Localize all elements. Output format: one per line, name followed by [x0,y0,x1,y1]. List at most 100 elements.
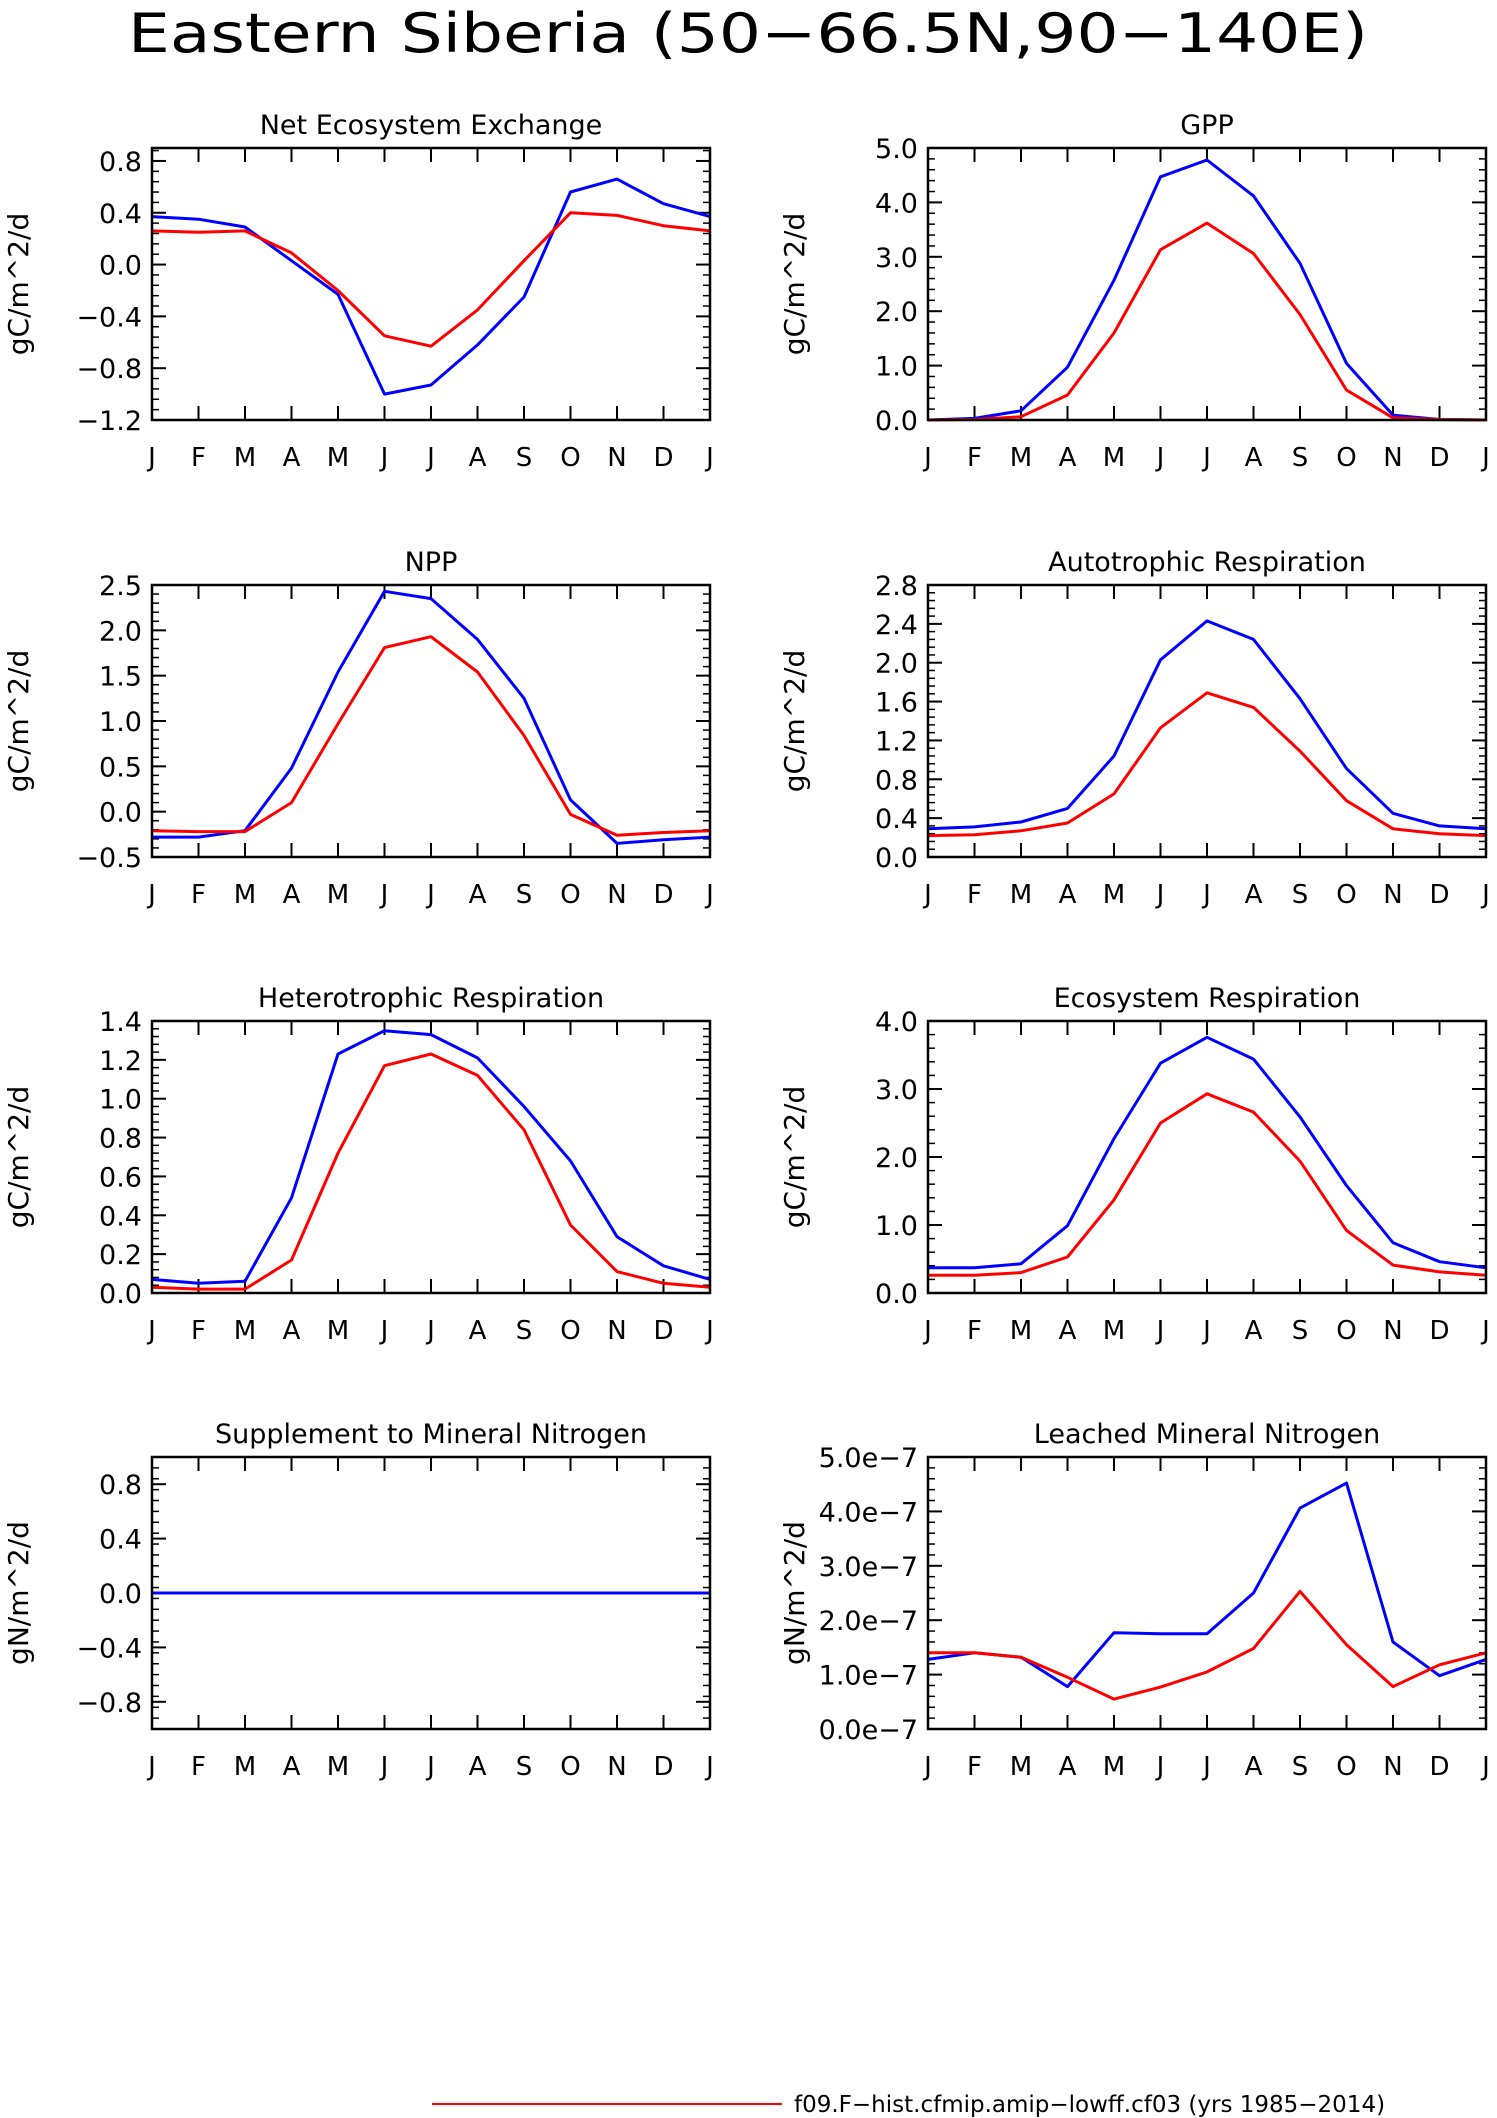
x-tick-label: S [516,1752,533,1782]
x-tick-label: D [1429,1752,1449,1782]
y-tick-label: 3.0 [875,243,918,274]
y-tick-label: 2.0 [99,616,142,647]
y-tick-label: 0.4 [99,199,142,230]
x-tick-label: S [1292,443,1309,473]
plot-frame [926,1019,1488,1295]
chart-title: Heterotrophic Respiration [258,983,604,1014]
plot-frame [926,583,1488,859]
series-line-blue [927,158,1487,422]
y-tick-label: 3.0 [875,1075,918,1106]
y-tick-label: 1.0 [875,352,918,383]
x-tick-label: M [327,443,349,473]
x-tick-label: N [1383,443,1402,473]
x-tick-label: D [653,880,673,910]
x-tick-label: J [1480,1316,1490,1346]
x-tick-label: J [379,1316,389,1346]
series-line-red [928,1589,1487,1701]
x-tick-label: A [469,1752,487,1782]
x-tick-label: J [146,443,156,473]
x-tick-label: J [922,443,932,473]
plot-frame [150,583,712,859]
y-tick-label: 1.2 [875,726,918,757]
y-axis-label: gC/m^2/d [778,213,811,356]
x-tick-label: D [1429,880,1449,910]
x-tick-label: O [1336,880,1356,910]
x-tick-label: M [327,1752,349,1782]
x-tick-label: A [283,443,301,473]
x-tick-label: A [469,1316,487,1346]
y-tick-label: 0.6 [99,1162,142,1193]
y-tick-label: 3.0e−7 [819,1552,918,1583]
x-tick-label: M [1103,880,1125,910]
series-line-red [151,635,711,837]
x-tick-label: F [191,1316,206,1346]
y-tick-label: 0.2 [99,1240,142,1271]
chart-panel-1: Net Ecosystem Exchange gC/m^2/d −1.2 −0.8 −0… [2,110,714,473]
y-tick-label: 0.8 [875,765,918,796]
y-tick-label: 0.4 [875,804,918,835]
x-tick-label: J [379,1752,389,1782]
x-tick-label: F [191,443,206,473]
x-tick-label: J [1201,1316,1211,1346]
x-tick-label: O [1336,1316,1356,1346]
x-tick-label: A [283,1752,301,1782]
x-tick-label: J [1480,443,1490,473]
x-tick-label: A [1245,1316,1263,1346]
x-tick-label: O [1336,443,1356,473]
x-tick-label: J [1155,443,1165,473]
y-tick-label: −0.8 [76,354,142,385]
x-tick-label: M [327,880,349,910]
x-tick-label: J [425,880,435,910]
x-tick-label: N [607,880,626,910]
y-tick-label: 2.0e−7 [819,1606,918,1637]
y-tick-label: 0.0 [99,798,142,829]
x-tick-label: M [234,1316,256,1346]
y-tick-label: 0.0 [99,1279,142,1310]
y-axis-label: gC/m^2/d [778,650,811,793]
y-tick-label: 4.0e−7 [819,1497,918,1528]
y-tick-label: 0.8 [99,1124,142,1155]
y-axis-label: gC/m^2/d [2,213,35,356]
y-tick-label: 0.8 [99,1470,142,1501]
plot-frame [150,1019,712,1295]
x-tick-label: F [967,443,982,473]
y-tick-label: −0.8 [76,1688,142,1719]
y-tick-label: 4.0 [875,1007,918,1038]
x-tick-label: F [191,1752,206,1782]
x-tick-label: A [1245,443,1263,473]
chart-title: Net Ecosystem Exchange [260,110,603,141]
x-tick-label: J [1155,880,1165,910]
x-tick-label: A [1059,443,1077,473]
y-tick-label: −1.2 [76,406,142,437]
x-tick-label: S [516,880,533,910]
x-tick-label: J [425,443,435,473]
x-tick-label: A [283,1316,301,1346]
y-axis-label: gC/m^2/d [2,1086,35,1229]
y-tick-label: 1.0 [99,707,142,738]
plot-frame [150,1455,712,1731]
y-tick-label: 1.0 [875,1211,918,1242]
y-tick-label: 1.6 [875,688,918,719]
y-tick-label: 2.0 [875,649,918,680]
x-tick-label: S [1292,880,1309,910]
chart-title: Autotrophic Respiration [1048,547,1366,578]
series-line-red [927,691,1487,838]
chart-panel-4: Autotrophic Respiration gC/m^2/d 0.0 0.4 0.8… [778,547,1490,910]
chart-title: Ecosystem Respiration [1054,983,1361,1014]
x-tick-label: M [1103,443,1125,473]
x-tick-label: A [1059,1316,1077,1346]
chart-title: Leached Mineral Nitrogen [1034,1419,1380,1450]
x-tick-label: F [967,880,982,910]
x-tick-label: D [653,1316,673,1346]
x-tick-label: M [234,1752,256,1782]
y-tick-label: 2.8 [875,571,918,602]
chart-panel-8: Leached Mineral Nitrogen gN/m^2/d 0.0e−7 1.… [778,1419,1490,1782]
x-tick-label: M [234,443,256,473]
y-tick-label: 5.0e−7 [819,1443,918,1474]
x-tick-label: J [425,1316,435,1346]
y-axis-label: gN/m^2/d [2,1521,35,1665]
y-tick-label: 2.0 [875,1143,918,1174]
y-axis-label: gC/m^2/d [2,650,35,793]
x-tick-label: F [967,1752,982,1782]
